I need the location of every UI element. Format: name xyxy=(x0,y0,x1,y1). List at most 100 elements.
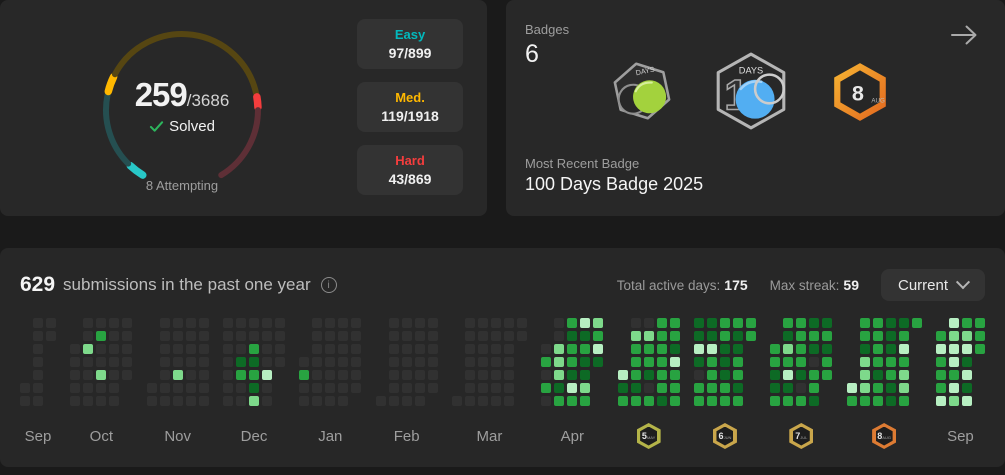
heatmap-cell[interactable] xyxy=(159,344,170,354)
heatmap-cell[interactable] xyxy=(477,318,488,328)
heatmap-cell[interactable] xyxy=(541,370,552,380)
heatmap-cell[interactable] xyxy=(325,344,336,354)
heatmap-cell[interactable] xyxy=(464,396,475,406)
heatmap-cell[interactable] xyxy=(796,331,807,341)
heatmap-cell[interactable] xyxy=(388,357,399,367)
heatmap-cell[interactable] xyxy=(261,344,272,354)
heatmap-cell[interactable] xyxy=(477,396,488,406)
heatmap-cell[interactable] xyxy=(261,370,272,380)
heatmap-cell[interactable] xyxy=(490,318,501,328)
heatmap-cell[interactable] xyxy=(796,318,807,328)
heatmap-cell[interactable] xyxy=(630,318,641,328)
heatmap-cell[interactable] xyxy=(198,331,209,341)
heatmap-cell[interactable] xyxy=(159,396,170,406)
heatmap-cell[interactable] xyxy=(401,357,412,367)
heatmap-cell[interactable] xyxy=(96,370,107,380)
heatmap-cell[interactable] xyxy=(172,331,183,341)
heatmap-cell[interactable] xyxy=(796,357,807,367)
heatmap-cell[interactable] xyxy=(770,344,781,354)
heatmap-cell[interactable] xyxy=(351,318,362,328)
heatmap-cell[interactable] xyxy=(872,318,883,328)
heatmap-cell[interactable] xyxy=(312,331,323,341)
heatmap-cell[interactable] xyxy=(567,318,578,328)
heatmap-cell[interactable] xyxy=(235,318,246,328)
heatmap-cell[interactable] xyxy=(70,396,81,406)
heatmap-cell[interactable] xyxy=(541,357,552,367)
heatmap-cell[interactable] xyxy=(414,383,425,393)
heatmap-cell[interactable] xyxy=(375,396,386,406)
heatmap-cell[interactable] xyxy=(706,344,717,354)
heatmap-cell[interactable] xyxy=(872,370,883,380)
heatmap-cell[interactable] xyxy=(580,344,591,354)
heatmap-cell[interactable] xyxy=(898,383,909,393)
heatmap-cell[interactable] xyxy=(401,370,412,380)
heatmap-cell[interactable] xyxy=(464,331,475,341)
heatmap-cell[interactable] xyxy=(20,396,30,406)
heatmap-cell[interactable] xyxy=(172,318,183,328)
arrow-right-icon[interactable] xyxy=(949,24,979,46)
heatmap-cell[interactable] xyxy=(185,318,196,328)
heatmap-cell[interactable] xyxy=(388,396,399,406)
heatmap-cell[interactable] xyxy=(122,318,133,328)
heatmap-cell[interactable] xyxy=(248,357,259,367)
heatmap-cell[interactable] xyxy=(299,370,310,380)
heatmap-cell[interactable] xyxy=(83,331,94,341)
heatmap-cell[interactable] xyxy=(198,318,209,328)
heatmap-cell[interactable] xyxy=(122,357,133,367)
heatmap-cell[interactable] xyxy=(643,383,654,393)
heatmap-cell[interactable] xyxy=(477,331,488,341)
heatmap-cell[interactable] xyxy=(401,318,412,328)
heatmap-cell[interactable] xyxy=(427,344,438,354)
heatmap-cell[interactable] xyxy=(109,344,120,354)
heatmap-cell[interactable] xyxy=(96,396,107,406)
heatmap-cell[interactable] xyxy=(567,396,578,406)
heatmap-cell[interactable] xyxy=(33,370,43,380)
heatmap-cell[interactable] xyxy=(693,357,704,367)
heatmap-cell[interactable] xyxy=(33,357,43,367)
heatmap-cell[interactable] xyxy=(248,370,259,380)
heatmap-cell[interactable] xyxy=(846,383,857,393)
heatmap-cell[interactable] xyxy=(222,370,233,380)
heatmap-cell[interactable] xyxy=(235,344,246,354)
heatmap-cell[interactable] xyxy=(630,344,641,354)
heatmap-cell[interactable] xyxy=(593,318,604,328)
heatmap-cell[interactable] xyxy=(185,396,196,406)
heatmap-cell[interactable] xyxy=(617,383,628,393)
heatmap-cell[interactable] xyxy=(96,344,107,354)
heatmap-cell[interactable] xyxy=(898,370,909,380)
heatmap-cell[interactable] xyxy=(809,370,820,380)
heatmap-cell[interactable] xyxy=(388,344,399,354)
heatmap-cell[interactable] xyxy=(235,396,246,406)
heatmap-cell[interactable] xyxy=(898,344,909,354)
heatmap-cell[interactable] xyxy=(948,383,959,393)
heatmap-cell[interactable] xyxy=(222,331,233,341)
heatmap-cell[interactable] xyxy=(656,344,667,354)
heatmap-cell[interactable] xyxy=(693,370,704,380)
heatmap-cell[interactable] xyxy=(732,383,743,393)
heatmap-cell[interactable] xyxy=(198,370,209,380)
badge-august-daily-icon[interactable]: 8 AUG xyxy=(828,60,892,124)
heatmap-cell[interactable] xyxy=(261,383,272,393)
heatmap-cell[interactable] xyxy=(109,331,120,341)
heatmap-cell[interactable] xyxy=(961,357,972,367)
heatmap-cell[interactable] xyxy=(414,318,425,328)
heatmap-cell[interactable] xyxy=(809,396,820,406)
heatmap-cell[interactable] xyxy=(770,370,781,380)
heatmap-cell[interactable] xyxy=(872,383,883,393)
heatmap-cell[interactable] xyxy=(745,318,756,328)
heatmap-cell[interactable] xyxy=(643,370,654,380)
heatmap-cell[interactable] xyxy=(351,344,362,354)
heatmap-cell[interactable] xyxy=(172,370,183,380)
medium-stat-box[interactable]: Med. 119/1918 xyxy=(357,82,463,132)
heatmap-cell[interactable] xyxy=(669,318,680,328)
heatmap-cell[interactable] xyxy=(388,383,399,393)
heatmap-cell[interactable] xyxy=(656,370,667,380)
heatmap-cell[interactable] xyxy=(669,383,680,393)
heatmap-cell[interactable] xyxy=(70,344,81,354)
heatmap-cell[interactable] xyxy=(414,370,425,380)
heatmap-cell[interactable] xyxy=(706,370,717,380)
heatmap-cell[interactable] xyxy=(872,344,883,354)
heatmap-cell[interactable] xyxy=(96,357,107,367)
heatmap-cell[interactable] xyxy=(96,331,107,341)
heatmap-cell[interactable] xyxy=(719,383,730,393)
